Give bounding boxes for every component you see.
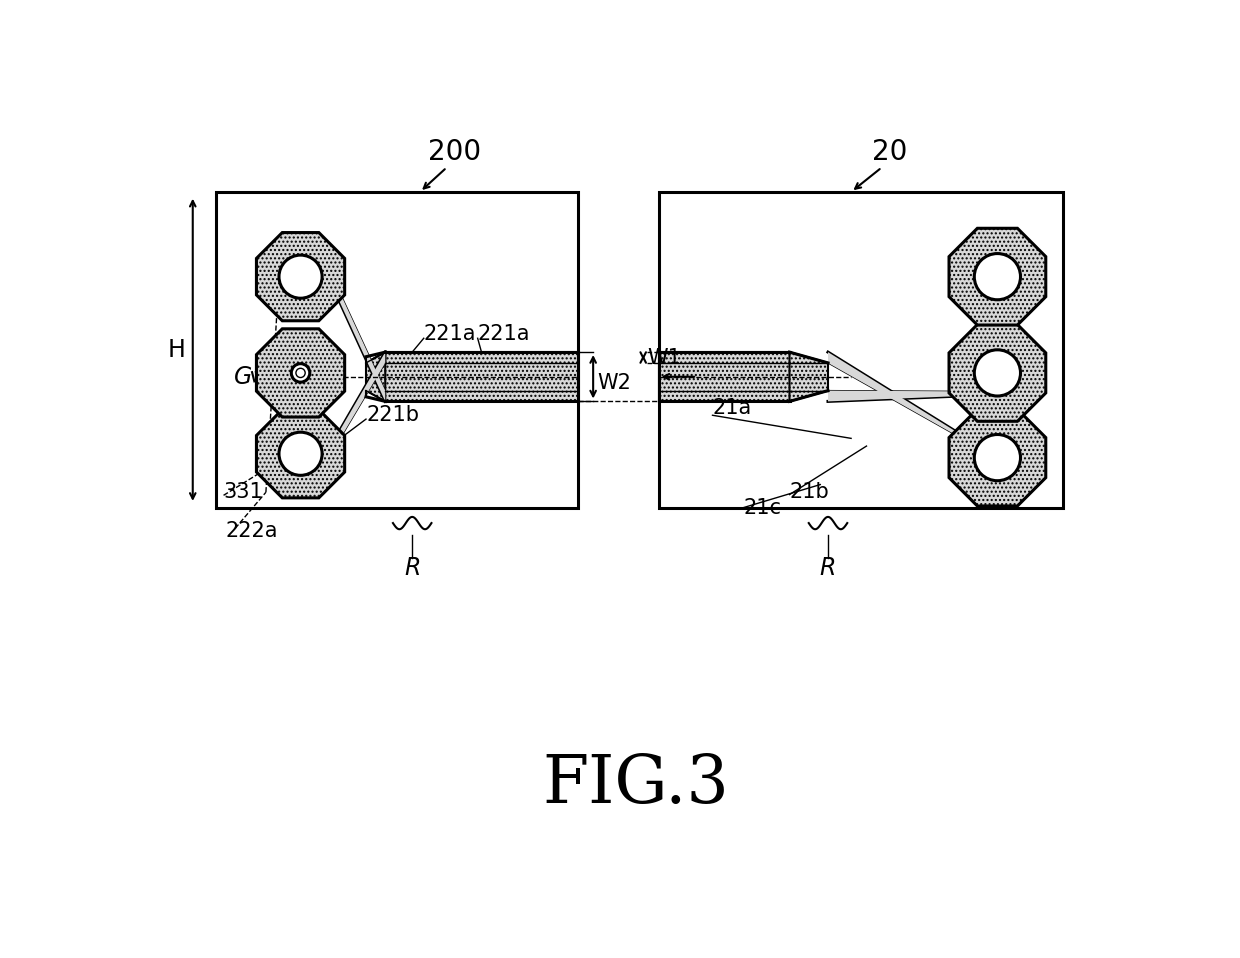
- Text: G: G: [233, 365, 252, 389]
- Polygon shape: [658, 353, 790, 401]
- Text: 21c: 21c: [743, 497, 781, 517]
- Text: 221a: 221a: [424, 325, 476, 345]
- Circle shape: [279, 255, 322, 298]
- Polygon shape: [257, 233, 345, 321]
- Polygon shape: [828, 391, 963, 401]
- Text: 221a: 221a: [477, 325, 531, 345]
- Polygon shape: [949, 409, 1045, 506]
- Text: W1: W1: [647, 348, 681, 368]
- Circle shape: [975, 435, 1021, 481]
- Text: H: H: [167, 338, 185, 362]
- Text: W2: W2: [596, 373, 631, 393]
- Text: R: R: [404, 556, 420, 580]
- Text: 200: 200: [428, 138, 481, 166]
- Text: R: R: [820, 556, 836, 580]
- Polygon shape: [257, 329, 345, 417]
- Polygon shape: [335, 353, 386, 443]
- Circle shape: [291, 364, 310, 382]
- Bar: [216, 192, 578, 508]
- Circle shape: [975, 350, 1021, 396]
- Text: 20: 20: [872, 138, 908, 166]
- Circle shape: [279, 432, 322, 475]
- Polygon shape: [828, 353, 963, 439]
- Polygon shape: [949, 325, 1045, 422]
- Polygon shape: [335, 287, 386, 401]
- Circle shape: [296, 368, 305, 377]
- Circle shape: [975, 254, 1021, 300]
- Text: 221b: 221b: [366, 405, 419, 425]
- Bar: [658, 192, 1063, 508]
- Text: 222a: 222a: [226, 521, 278, 540]
- Text: 21b: 21b: [790, 482, 830, 502]
- Polygon shape: [366, 353, 386, 401]
- Text: 21a: 21a: [713, 398, 751, 418]
- Polygon shape: [386, 353, 578, 401]
- Polygon shape: [790, 353, 828, 401]
- Polygon shape: [949, 228, 1045, 325]
- Text: 331: 331: [223, 482, 263, 502]
- Text: FIG.3: FIG.3: [542, 752, 729, 817]
- Polygon shape: [257, 410, 345, 498]
- Polygon shape: [366, 353, 386, 364]
